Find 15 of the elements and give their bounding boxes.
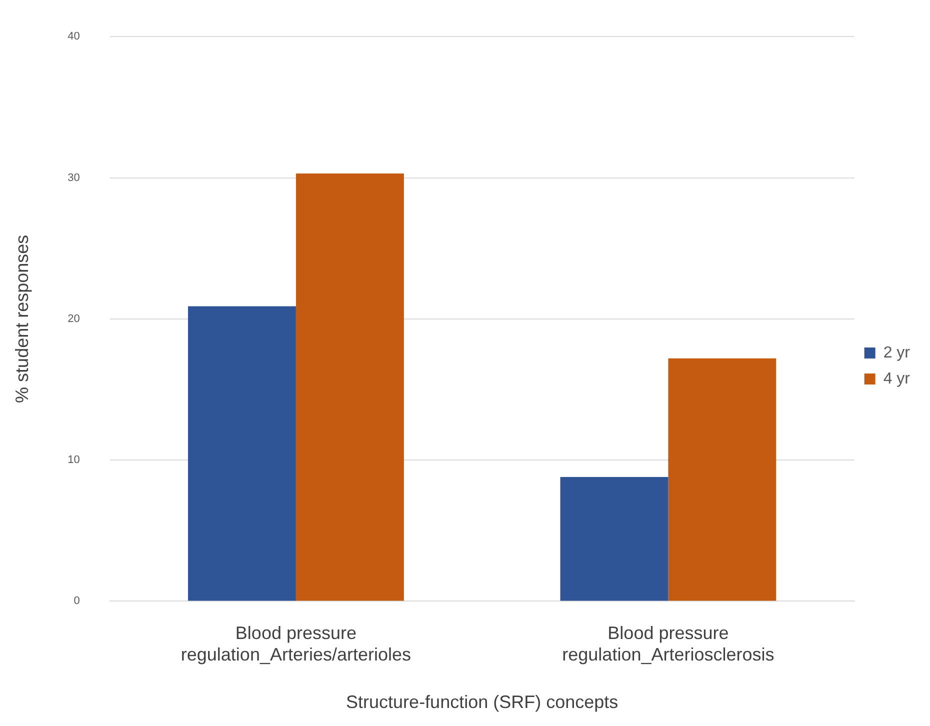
bar xyxy=(668,358,776,601)
y-axis-title: % student responses xyxy=(12,234,32,403)
x-tick-label: Blood pressure regulation_Arteriosclerosis xyxy=(562,622,774,665)
legend-label: 2 yr xyxy=(883,344,911,362)
legend-label: 4 yr xyxy=(883,370,911,388)
bar xyxy=(188,306,296,601)
y-tick-label: 30 xyxy=(68,172,80,184)
x-tick-label: Blood pressure regulation_Arteries/arterioles xyxy=(180,622,412,665)
bar xyxy=(296,174,404,601)
bar xyxy=(560,476,668,601)
y-tick-label: 0 xyxy=(74,595,80,608)
x-axis-title: Structure-function (SRF) concepts xyxy=(346,692,618,712)
y-tick-label: 40 xyxy=(68,30,80,43)
y-tick-label: 10 xyxy=(68,454,80,466)
y-tick-label: 20 xyxy=(68,312,80,325)
